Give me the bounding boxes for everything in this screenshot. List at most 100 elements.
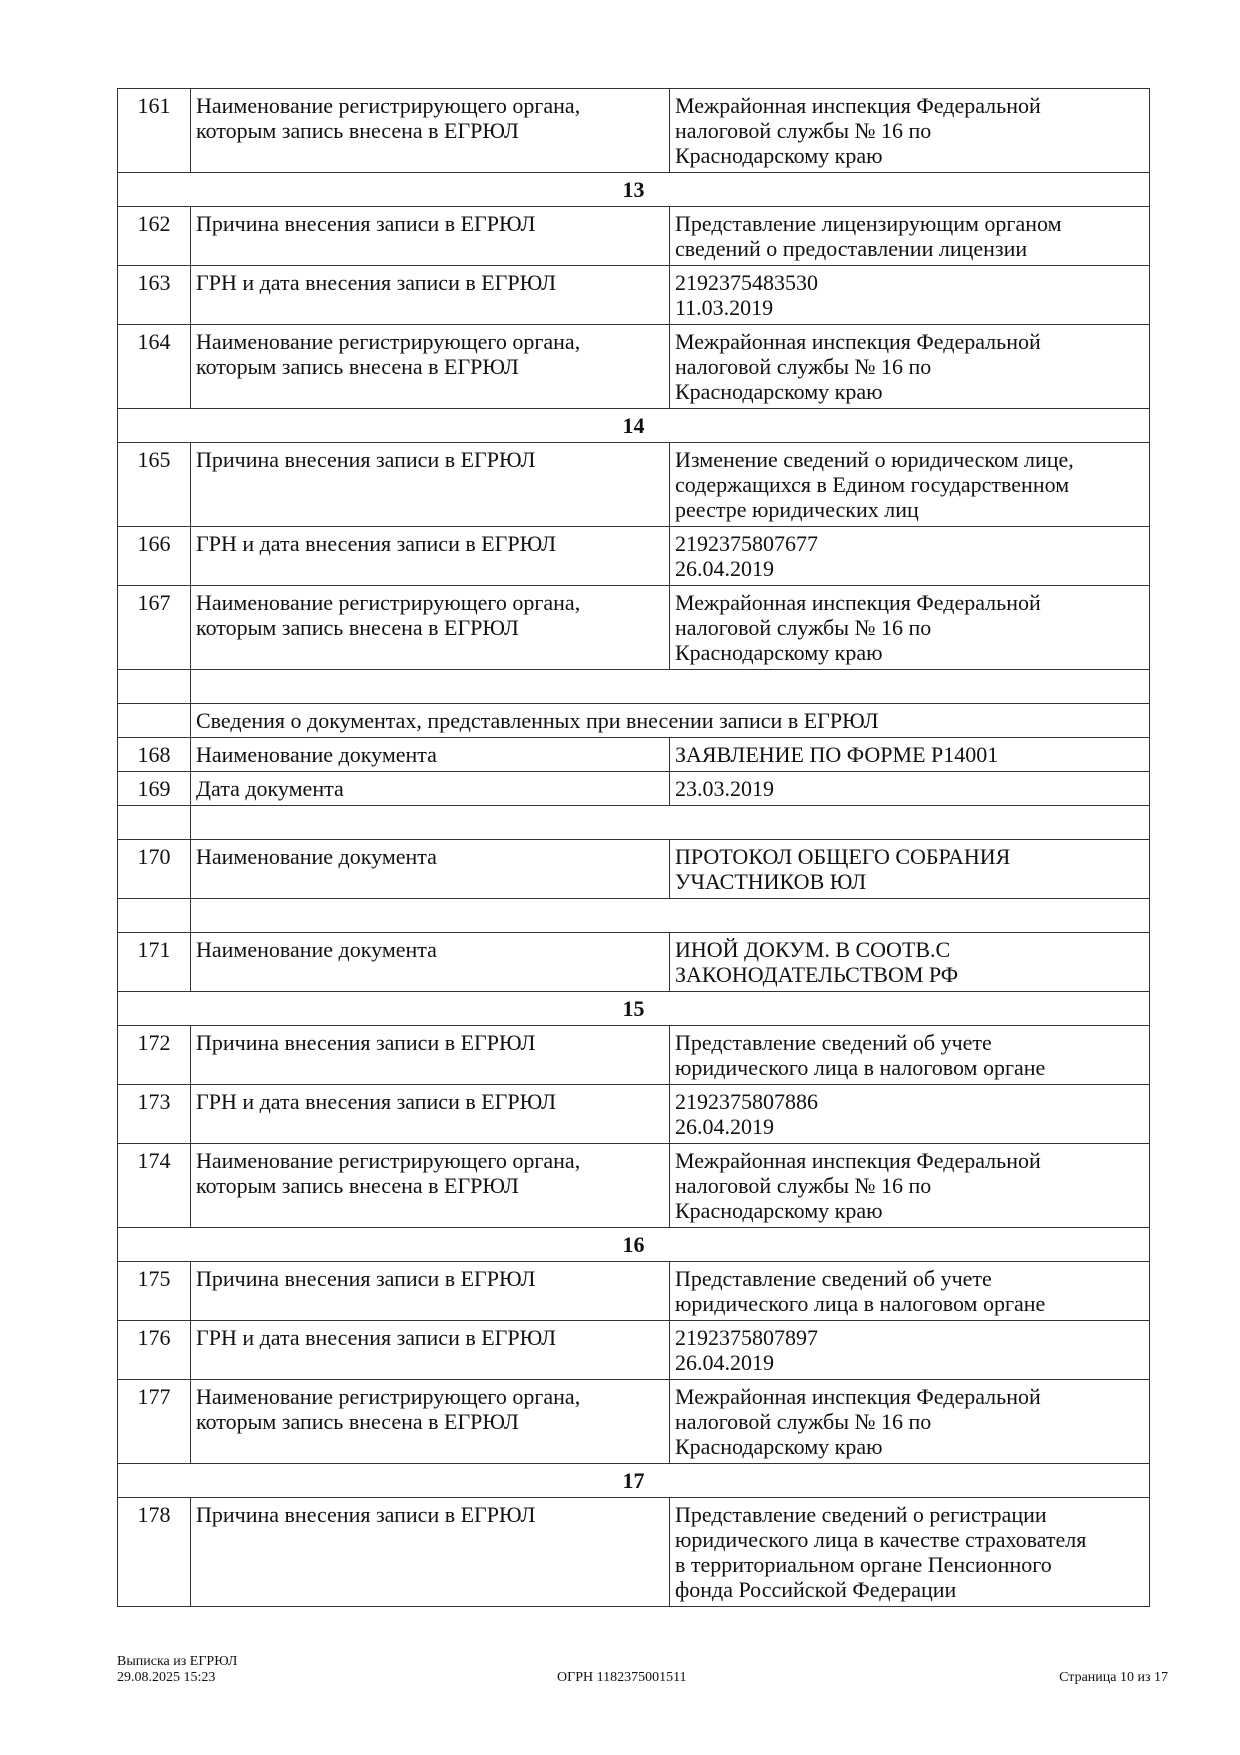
label-line: Наименование документа xyxy=(196,844,437,869)
row-number: 161 xyxy=(117,88,191,173)
field-label: Наименование документа xyxy=(190,839,670,899)
section-number: 16 xyxy=(117,1227,1150,1262)
value-line: налоговой службы № 16 по xyxy=(675,1409,932,1434)
footer-doc-title: Выписка из ЕГРЮЛ xyxy=(117,1654,238,1669)
table-row: 174 Наименование регистрирующего органа, к… xyxy=(117,1143,1150,1228)
value-line: Представление сведений об учете xyxy=(675,1030,992,1055)
field-label: Наименование документа xyxy=(190,737,670,772)
footer-page-number: Страница 10 из 17 xyxy=(1059,1670,1168,1685)
field-label: Наименование регистрирующего органа, кото… xyxy=(190,1379,670,1464)
field-value: Изменение сведений о юридическом лице, со… xyxy=(669,442,1150,527)
field-value: Представление сведений об учете юридическ… xyxy=(669,1261,1150,1321)
value-line: Краснодарскому краю xyxy=(675,379,883,404)
table-row xyxy=(117,805,1150,840)
label-line: которым запись внесена в ЕГРЮЛ xyxy=(196,354,519,379)
label-line: Наименование регистрирующего органа, xyxy=(196,329,581,354)
field-value: ИНОЙ ДОКУМ. В СООТВ.С ЗАКОНОДАТЕЛЬСТВОМ Р… xyxy=(669,932,1150,992)
field-value: 2192375483530 11.03.2019 xyxy=(669,265,1150,325)
field-value: 2192375807677 26.04.2019 xyxy=(669,526,1150,586)
label-line: Наименование документа xyxy=(196,937,437,962)
table-row: 168 Наименование документа ЗАЯВЛЕНИЕ ПО ФО… xyxy=(117,737,1150,772)
table-row: 161 Наименование регистрирующего органа, к… xyxy=(117,88,1150,173)
value-line: юридического лица в качестве страховател… xyxy=(675,1527,1087,1552)
empty-cell xyxy=(190,898,1150,933)
field-value: 23.03.2019 xyxy=(669,771,1150,806)
field-value: 2192375807897 26.04.2019 xyxy=(669,1320,1150,1380)
table-row: 178 Причина внесения записи в ЕГРЮЛ Предст… xyxy=(117,1497,1150,1607)
value-line: 26.04.2019 xyxy=(675,1114,774,1139)
label-line: ГРН и дата внесения записи в ЕГРЮЛ xyxy=(196,531,557,556)
field-value: Представление сведений о регистрации юрид… xyxy=(669,1497,1150,1607)
table-row: 177 Наименование регистрирующего органа, к… xyxy=(117,1379,1150,1464)
label-line: Наименование регистрирующего органа, xyxy=(196,93,581,118)
egrul-records-table: 161 Наименование регистрирующего органа, к… xyxy=(117,88,1150,1607)
label-line: Причина внесения записи в ЕГРЮЛ xyxy=(196,447,536,472)
field-label: Дата документа xyxy=(190,771,670,806)
table-row: Сведения о документах, представленных пр… xyxy=(117,703,1150,738)
value-line: налоговой службы № 16 по xyxy=(675,118,932,143)
table-row: 13 xyxy=(117,172,1150,207)
value-line: налоговой службы № 16 по xyxy=(675,615,932,640)
empty-cell xyxy=(117,669,191,704)
value-line: 2192375483530 xyxy=(675,270,818,295)
label-line: которым запись внесена в ЕГРЮЛ xyxy=(196,1173,519,1198)
value-line: 2192375807677 xyxy=(675,531,818,556)
field-label: ГРН и дата внесения записи в ЕГРЮЛ xyxy=(190,1320,670,1380)
field-label: Причина внесения записи в ЕГРЮЛ xyxy=(190,1025,670,1085)
field-label: Причина внесения записи в ЕГРЮЛ xyxy=(190,206,670,266)
value-line: 2192375807897 xyxy=(675,1325,818,1350)
row-number: 164 xyxy=(117,324,191,409)
empty-cell xyxy=(117,805,191,840)
empty-cell xyxy=(190,669,1150,704)
value-line: реестре юридических лиц xyxy=(675,497,919,522)
field-label: Причина внесения записи в ЕГРЮЛ xyxy=(190,1261,670,1321)
table-row: 15 xyxy=(117,991,1150,1026)
value-line: УЧАСТНИКОВ ЮЛ xyxy=(675,869,867,894)
value-line: ЗАКОНОДАТЕЛЬСТВОМ РФ xyxy=(675,962,959,987)
row-number: 163 xyxy=(117,265,191,325)
label-line: Наименование регистрирующего органа, xyxy=(196,1384,581,1409)
label-line: Причина внесения записи в ЕГРЮЛ xyxy=(196,1502,536,1527)
label-line: Наименование документа xyxy=(196,742,437,767)
label-line: Причина внесения записи в ЕГРЮЛ xyxy=(196,1266,536,1291)
value-line: ИНОЙ ДОКУМ. В СООТВ.С xyxy=(675,937,951,962)
value-line: Межрайонная инспекция Федеральной xyxy=(675,93,1041,118)
table-row: 170 Наименование документа ПРОТОКОЛ ОБЩЕГО… xyxy=(117,839,1150,899)
table-row: 176 ГРН и дата внесения записи в ЕГРЮЛ 219… xyxy=(117,1320,1150,1380)
value-line: в территориальном органе Пенсионного xyxy=(675,1552,1052,1577)
section-number: 13 xyxy=(117,172,1150,207)
field-label: Наименование регистрирующего органа, кото… xyxy=(190,585,670,670)
field-label: Причина внесения записи в ЕГРЮЛ xyxy=(190,1497,670,1607)
value-line: налоговой службы № 16 по xyxy=(675,354,932,379)
value-line: Представление лицензирующим органом xyxy=(675,211,1062,236)
label-line: Причина внесения записи в ЕГРЮЛ xyxy=(196,1030,536,1055)
field-label: Наименование регистрирующего органа, кото… xyxy=(190,88,670,173)
row-number: 169 xyxy=(117,771,191,806)
label-line: ГРН и дата внесения записи в ЕГРЮЛ xyxy=(196,270,557,295)
section-number: 15 xyxy=(117,991,1150,1026)
table-row: 14 xyxy=(117,408,1150,443)
table-row xyxy=(117,898,1150,933)
value-line: 26.04.2019 xyxy=(675,556,774,581)
value-line: ПРОТОКОЛ ОБЩЕГО СОБРАНИЯ xyxy=(675,844,1011,869)
table-row xyxy=(117,669,1150,704)
field-value: Представление лицензирующим органом сведе… xyxy=(669,206,1150,266)
row-number: 175 xyxy=(117,1261,191,1321)
value-line: содержащихся в Едином государственном xyxy=(675,472,1070,497)
value-line: Межрайонная инспекция Федеральной xyxy=(675,590,1041,615)
empty-cell xyxy=(117,898,191,933)
row-number: 174 xyxy=(117,1143,191,1228)
row-number: 172 xyxy=(117,1025,191,1085)
value-line: ЗАЯВЛЕНИЕ ПО ФОРМЕ Р14001 xyxy=(675,742,999,767)
row-number: 168 xyxy=(117,737,191,772)
section-number: 14 xyxy=(117,408,1150,443)
row-number: 176 xyxy=(117,1320,191,1380)
footer-left: Выписка из ЕГРЮЛ 29.08.2025 15:23 xyxy=(117,1654,237,1686)
value-line: Межрайонная инспекция Федеральной xyxy=(675,329,1041,354)
table-row: 169 Дата документа 23.03.2019 xyxy=(117,771,1150,806)
value-line: 23.03.2019 xyxy=(675,776,774,801)
value-line: сведений о предоставлении лицензии xyxy=(675,236,1028,261)
field-value: ЗАЯВЛЕНИЕ ПО ФОРМЕ Р14001 xyxy=(669,737,1150,772)
table-row: 163 ГРН и дата внесения записи в ЕГРЮЛ 219… xyxy=(117,265,1150,325)
table-row: 171 Наименование документа ИНОЙ ДОКУМ. В С… xyxy=(117,932,1150,992)
